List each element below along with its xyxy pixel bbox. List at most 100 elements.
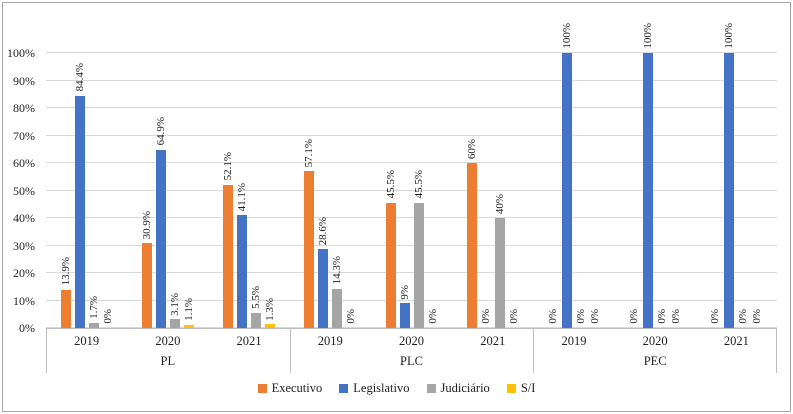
x-year-label: 2021 xyxy=(723,334,749,348)
bar-slot: 3.1% xyxy=(168,53,181,328)
bar-slot: 64.9% xyxy=(154,53,167,328)
bar-executivo xyxy=(223,184,234,328)
bar-value-label: 0% xyxy=(546,309,559,324)
bar-value-label: 0% xyxy=(345,309,358,324)
y-tick-label: 30% xyxy=(13,238,35,253)
x-year-label: 2019 xyxy=(317,334,343,348)
bar-slot: 0% xyxy=(670,53,683,328)
bar-value-label: 3.1% xyxy=(168,292,181,316)
bar-legislativo xyxy=(155,149,166,328)
bar-value-label: 41.1% xyxy=(236,182,249,211)
bar-value-label: 64.9% xyxy=(154,117,167,146)
bar-slot: 0% xyxy=(575,53,587,328)
bar-value-label: 0% xyxy=(751,309,764,324)
y-tick-label: 60% xyxy=(13,156,35,170)
bar-group-pec: 0% 100% 0% 0% 0% 100% 0% 0% 0% 100% 0% 0% xyxy=(533,23,777,328)
bar-value-label: 52.1% xyxy=(222,152,235,181)
bar-value-label: 0% xyxy=(588,309,601,324)
y-tick-label: 70% xyxy=(13,128,35,143)
bar-group-pl: 13.9% 84.4% 1.7% 0% 30.9% 64.9% 3.1% 1.1% 52.1% 4… xyxy=(46,53,290,328)
bar-cluster: 30.9% 64.9% 3.1% 1.1% xyxy=(127,53,208,328)
bar-value-label: 45.5% xyxy=(412,170,425,199)
y-tick-label: 80% xyxy=(13,101,35,115)
bar-value-label: 57.1% xyxy=(303,138,316,167)
bar-cluster: 0% 100% 0% 0% xyxy=(615,23,696,328)
bar-value-label: 100% xyxy=(723,23,736,49)
legend-swatch-icon xyxy=(339,383,349,393)
bar-slot: 52.1% xyxy=(222,53,235,328)
y-axis: 0% 10% 20% 30% 40% 50% 60% 70% 80% 90% 100% xyxy=(0,47,38,334)
y-tick-label: 50% xyxy=(13,183,35,198)
bar-slot: 0% xyxy=(656,53,669,328)
legend-item-si: S/I xyxy=(506,381,536,395)
legend-label: Judiciário xyxy=(440,381,490,395)
bars-layer: 13.9% 84.4% 1.7% 0% 30.9% 64.9% 3.1% 1.1% 52.1% 4… xyxy=(46,23,777,328)
bar-legislativo xyxy=(643,53,654,328)
bar-legislativo xyxy=(399,303,410,328)
bar-slot: 0% xyxy=(709,53,722,328)
bar-judicirio xyxy=(169,319,180,328)
y-tick-label: 20% xyxy=(13,266,35,280)
bar-value-label: 0% xyxy=(737,309,750,324)
bar-legislativo xyxy=(724,53,735,328)
x-axis-groups-row: PL PLC PEC xyxy=(46,353,777,373)
bar-slot: 45.5% xyxy=(385,53,397,328)
x-axis: 2019 2020 2021 2019 2020 2021 2019 2020 2021 PL P… xyxy=(46,328,777,373)
bar-value-label: 0% xyxy=(709,309,722,324)
bar-slot: 84.4% xyxy=(73,53,86,328)
bar-slot: 0% xyxy=(480,53,492,328)
gridline xyxy=(46,217,777,218)
bar-slot: 1.7% xyxy=(87,53,100,328)
bar-value-label: 0% xyxy=(656,309,669,324)
plot-area: 13.9% 84.4% 1.7% 0% 30.9% 64.9% 3.1% 1.1% 52.1% 4… xyxy=(46,23,777,328)
bar-slot: 0% xyxy=(546,53,559,328)
bar-slot: 5.5% xyxy=(250,53,262,328)
bar-slot: 40% xyxy=(493,53,506,328)
bar-executivo xyxy=(141,243,152,328)
gridline xyxy=(46,162,777,163)
bar-executivo xyxy=(385,202,396,328)
gridline xyxy=(46,327,777,328)
bar-slot: 0% xyxy=(628,53,641,328)
x-year-group: 2019 2020 2021 xyxy=(46,329,290,353)
bar-legislativo xyxy=(74,95,85,328)
bar-slot: 41.1% xyxy=(236,53,249,328)
legend-item-legislativo: Legislativo xyxy=(339,381,410,395)
bar-slot: 1.1% xyxy=(183,53,195,328)
bar-value-label: 30.9% xyxy=(140,210,153,240)
y-tick-label: 100% xyxy=(7,46,35,60)
bar-value-label: 0% xyxy=(670,309,683,324)
y-tick-label: 10% xyxy=(13,293,35,308)
bar-value-label: 84.4% xyxy=(73,63,86,92)
gridline xyxy=(46,299,777,301)
gridline xyxy=(46,244,777,246)
bar-value-label: 40% xyxy=(493,193,506,214)
legend-swatch-icon xyxy=(257,383,267,393)
x-group-label: PLC xyxy=(400,354,423,368)
bar-slot: 60% xyxy=(466,53,478,328)
gridline xyxy=(46,134,777,136)
bar-group-plc: 57.1% 28.6% 14.3% 0% 45.5% 9% 45.5% 0% 60% 0% 40% 0… xyxy=(290,53,534,328)
bar-slot: 13.9% xyxy=(60,53,72,328)
bar-value-label: 0% xyxy=(628,309,641,324)
bar-cluster: 13.9% 84.4% 1.7% 0% xyxy=(46,53,127,328)
gridline xyxy=(46,272,777,273)
bar-slot: 14.3% xyxy=(331,53,343,328)
bar-value-label: 9% xyxy=(398,284,411,300)
bar-value-label: 0% xyxy=(426,309,439,324)
bar-cluster: 52.1% 41.1% 5.5% 1.3% xyxy=(208,53,289,328)
bar-value-label: 100% xyxy=(560,23,573,49)
bar-slot: 0% xyxy=(588,53,601,328)
bar-slot: 100% xyxy=(723,23,735,328)
bar-slot: 0% xyxy=(751,53,764,328)
x-axis-divider xyxy=(46,329,47,373)
x-year-group: 2019 2020 2021 xyxy=(533,329,777,353)
legend-label: Legislativo xyxy=(353,381,410,395)
bar-value-label: 1.3% xyxy=(264,297,277,321)
x-axis-divider xyxy=(776,329,777,373)
bar-value-label: 1.7% xyxy=(87,296,100,320)
legend-label: S/I xyxy=(520,381,536,395)
x-year-label: 2019 xyxy=(561,334,587,348)
gridline xyxy=(46,189,777,191)
bar-judicirio xyxy=(332,288,343,328)
